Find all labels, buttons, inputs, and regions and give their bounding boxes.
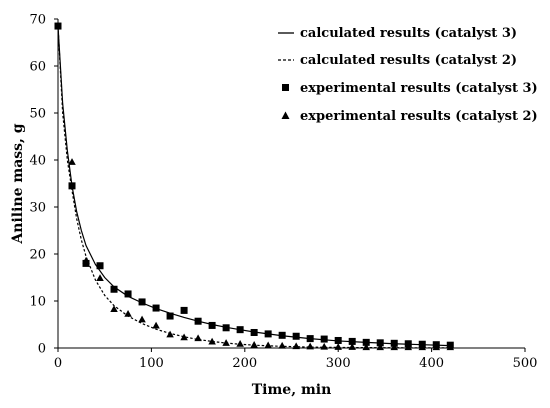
data-point-square	[306, 335, 314, 343]
data-point-triangle	[250, 340, 258, 348]
data-point-triangle	[208, 337, 216, 345]
data-point-triangle	[222, 339, 230, 346]
data-point-triangle	[166, 330, 174, 338]
data-point-square	[180, 306, 188, 314]
x-tick-label: 500	[513, 356, 538, 371]
y-tick-label: 60	[29, 60, 46, 75]
y-tick-label: 40	[29, 154, 46, 169]
x-tick-label: 200	[232, 356, 257, 371]
data-point-square	[208, 321, 216, 329]
calculated-line-catalyst-2	[57, 26, 451, 349]
data-point-triangle	[264, 341, 272, 349]
data-point-square	[166, 312, 174, 320]
data-point-square	[320, 335, 328, 343]
data-point-square	[278, 331, 286, 339]
series-markers	[54, 22, 455, 351]
legend: calculated results (catalyst 3) calculat…	[278, 26, 538, 124]
legend-label: calculated results (catalyst 3)	[300, 26, 517, 41]
data-point-triangle	[348, 343, 356, 350]
data-point-square	[222, 324, 230, 332]
data-point-triangle	[292, 342, 300, 350]
y-axis-title: Aniline mass, g	[10, 123, 26, 244]
data-point-triangle	[138, 315, 146, 323]
data-point-triangle	[334, 343, 342, 350]
x-axis-title: Time, min	[252, 382, 332, 398]
data-point-triangle	[404, 343, 412, 351]
series-lines	[57, 26, 451, 349]
data-point-triangle	[124, 309, 132, 317]
data-point-triangle	[194, 334, 202, 342]
legend-item-calc-3: calculated results (catalyst 3)	[278, 26, 517, 41]
calculated-line-catalyst-3	[57, 26, 451, 347]
y-ticks: 0 10 20 30 40 50 60 70	[29, 13, 58, 357]
legend-swatch-square-marker	[282, 84, 289, 91]
legend-item-calc-2: calculated results (catalyst 2)	[278, 53, 517, 68]
legend-swatch-triangle-marker	[281, 111, 290, 119]
data-point-triangle	[278, 341, 286, 349]
data-point-square	[124, 290, 132, 298]
legend-item-exp-3: experimental results (catalyst 3)	[282, 81, 538, 96]
data-point-square	[362, 338, 370, 346]
data-point-square	[194, 317, 202, 325]
data-point-triangle	[236, 340, 244, 347]
data-point-triangle	[390, 343, 398, 351]
data-point-triangle	[306, 342, 314, 350]
data-point-triangle	[110, 305, 118, 313]
data-point-square	[68, 182, 76, 190]
data-point-triangle	[362, 343, 370, 351]
data-point-square	[348, 337, 356, 345]
legend-label: calculated results (catalyst 2)	[300, 53, 517, 68]
y-tick-label: 10	[29, 295, 46, 310]
data-point-triangle	[432, 343, 441, 351]
y-tick-label: 20	[29, 248, 46, 263]
data-point-square	[138, 298, 146, 306]
legend-label: experimental results (catalyst 2)	[300, 109, 538, 124]
data-point-square	[390, 339, 398, 347]
data-point-square	[236, 326, 244, 334]
data-point-triangle	[96, 274, 104, 282]
data-point-triangle	[180, 333, 188, 341]
y-tick-label: 70	[29, 13, 46, 28]
data-point-triangle	[68, 158, 76, 165]
x-ticks: 0 100 200 300 400 500	[54, 348, 538, 371]
data-point-triangle	[82, 256, 90, 264]
x-tick-label: 100	[139, 356, 164, 371]
x-tick-label: 400	[419, 356, 444, 371]
data-point-triangle	[376, 343, 384, 351]
data-point-square	[54, 22, 62, 30]
legend-item-exp-2: experimental results (catalyst 2)	[281, 109, 538, 124]
data-point-triangle	[152, 321, 160, 329]
data-point-square	[110, 285, 118, 293]
x-tick-label: 0	[54, 356, 62, 371]
y-tick-label: 50	[29, 107, 46, 122]
data-point-square	[250, 328, 258, 336]
legend-label: experimental results (catalyst 3)	[300, 81, 538, 96]
data-point-triangle	[446, 343, 455, 351]
data-point-triangle	[320, 342, 328, 350]
data-point-square	[96, 262, 104, 270]
data-point-square	[376, 339, 384, 347]
y-tick-label: 0	[38, 342, 46, 357]
plot-area: 0 100 200 300 400 500 0 10 20 30 40 50 60 70	[29, 13, 537, 372]
x-tick-label: 300	[326, 356, 351, 371]
data-point-square	[152, 304, 160, 312]
data-point-square	[264, 330, 272, 338]
data-point-square	[292, 332, 300, 340]
data-point-square	[334, 336, 342, 344]
y-tick-label: 30	[29, 201, 46, 216]
data-point-triangle	[418, 343, 427, 351]
